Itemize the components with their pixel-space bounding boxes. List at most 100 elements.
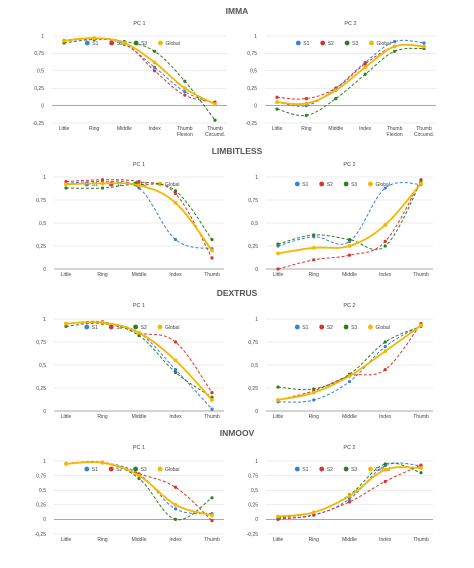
x-tick-line: Ring [309,272,320,278]
y-tick-label: 0 [41,103,44,109]
legend-label: S1 [92,182,98,188]
legend-label: S3 [141,182,147,188]
x-tick-line: Flexion [387,132,403,138]
data-point-global [333,88,338,93]
data-point-s3 [213,118,217,122]
chart-panel-5: PC 1 S1 S2 S3 Global 1 0,75 0,5 0,25 0 Little Ring M… [36,303,224,420]
y-tick-label: -0,25 [246,121,258,127]
x-tick-line: Thumb [177,126,193,132]
legend-marker-s3 [343,324,349,330]
legend-marker-s2 [108,324,114,330]
data-point-global [383,222,388,227]
data-point-s2 [276,267,280,271]
panel-title: PC 1 [133,445,145,451]
x-tick-label: Thumb Circumd. [414,126,434,138]
legend-label: S2 [116,182,122,188]
data-point-s1 [173,237,178,242]
y-tick-label: 1 [43,175,46,181]
data-point-global [347,374,352,378]
y-tick-label: 1 [255,459,258,465]
y-tick-label: 1 [255,317,258,323]
data-point-s1 [210,407,214,411]
legend-marker-s2 [320,40,326,46]
data-point-global [122,41,127,45]
legend-marker-global [368,181,373,187]
data-point-s3 [383,244,387,248]
y-tick-label: 0,75 [248,473,258,479]
x-tick-label: Ring [309,272,320,278]
legend-marker-global [369,40,374,46]
x-tick-line: Little [273,272,284,278]
legend: S1 S2 S3 Global [294,324,390,331]
data-point-global [92,36,97,40]
legend-label: S2 [328,41,334,47]
y-tick-label: 0,25 [248,244,258,250]
legend-marker-s1 [84,324,90,330]
legend-label: S3 [141,325,147,331]
data-point-global [276,398,280,402]
series-line-global [63,37,216,105]
x-tick-line: Index [148,126,161,132]
data-point-s2 [383,368,387,372]
series-line-s1 [277,182,422,247]
legend-label: S1 [302,182,308,188]
x-tick-label: Thumb [204,272,220,278]
section-title: DEXTRUS [217,288,258,298]
data-point-global [100,320,105,325]
legend-label: S2 [117,41,123,47]
legend-marker-global [368,466,373,472]
legend-marker-s2 [109,40,115,46]
x-tick-line: Ring [301,126,312,132]
x-tick-label: Ring [89,126,100,132]
series-line-s2 [277,323,422,401]
data-point-global [64,462,68,466]
data-point-s3 [137,333,141,338]
x-tick-line: Thumb [416,126,432,132]
series-line-s2 [65,179,213,259]
data-point-global [347,244,352,248]
legend-label: Global [377,41,391,47]
legend-marker-s3 [343,181,349,187]
data-point-s3 [64,324,68,328]
x-tick-line: Ring [97,414,108,420]
x-tick-line: Little [273,537,284,543]
series-line-s2 [65,320,213,393]
legend: S1 S2 S3 Global [294,181,390,188]
legend-marker-s1 [294,324,300,330]
data-point-s3 [100,186,105,190]
y-tick-label: 0,75 [36,340,46,346]
data-point-s1 [383,345,387,349]
chart-panel-3: PC 1 S1 S2 S3 Global 1 0,75 0,5 0,25 0 Little Ring M… [36,162,224,278]
x-tick-line: Thumb [204,272,220,278]
x-tick-label: Middle [132,272,147,278]
y-tick-label: 1 [43,317,46,323]
data-point-s1 [173,507,178,511]
y-tick-label: 0 [255,517,258,523]
x-tick-label: Thumb Flexion [387,126,403,138]
data-point-global [363,65,368,70]
x-tick-line: Little [273,414,284,420]
panel-title: PC 2 [343,303,355,309]
data-point-s3 [363,72,367,76]
data-point-s3 [276,385,280,389]
data-point-global [419,466,423,470]
data-point-s3 [173,517,178,522]
legend-label: Global [376,325,390,331]
data-point-global [392,44,397,49]
x-tick-label: Little [273,414,284,420]
data-point-s2 [100,178,105,182]
data-point-s3 [275,107,279,111]
data-point-global [275,100,279,105]
x-tick-line: Middle [117,126,132,132]
data-point-s1 [347,497,352,501]
y-tick-label: 1 [41,34,44,40]
y-tick-label: 0,75 [34,51,44,57]
data-point-global [100,460,105,465]
x-tick-label: Middle [328,126,343,132]
x-tick-label: Thumb [204,537,220,543]
data-point-global [62,38,66,43]
data-point-global [419,323,423,328]
x-tick-line: Circumd. [205,132,225,138]
data-point-global [173,200,178,205]
